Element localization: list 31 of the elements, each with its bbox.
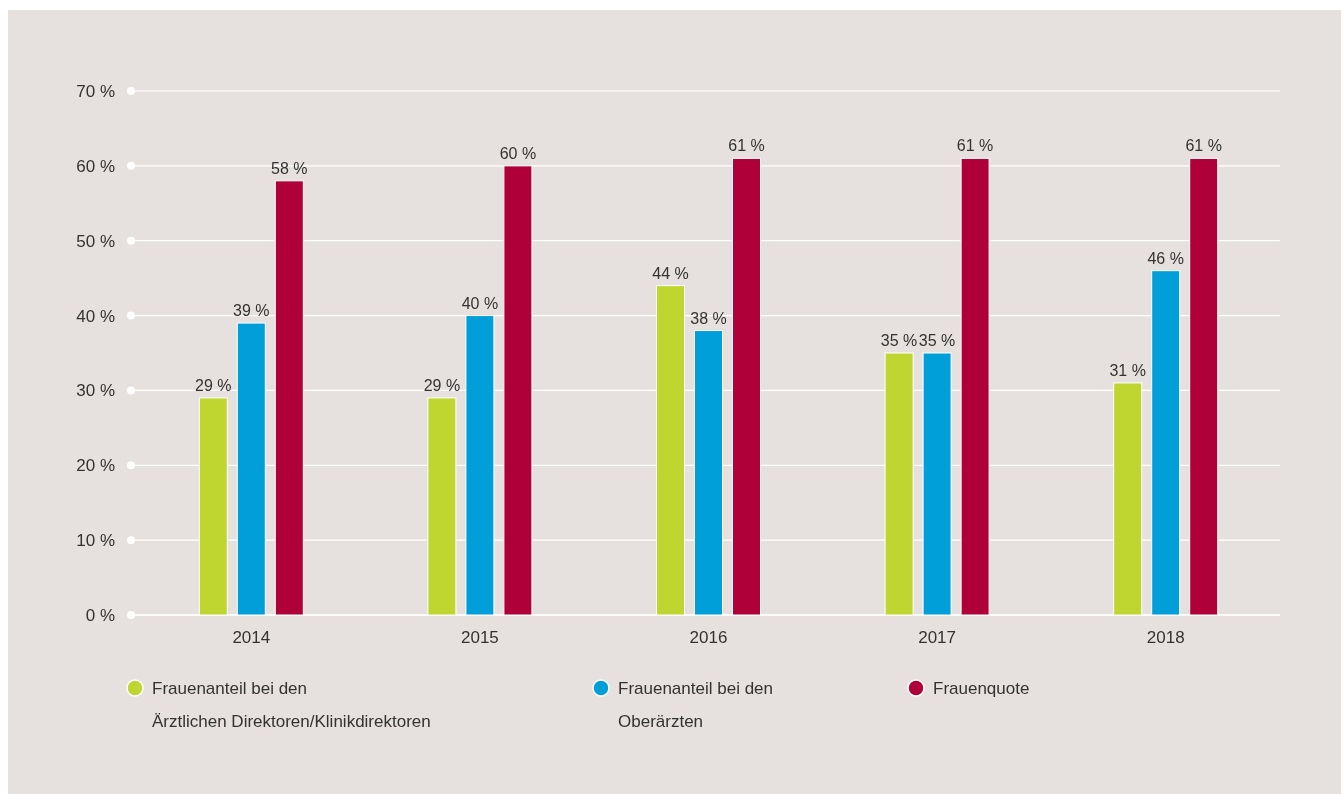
data-label: 46 % [1147, 249, 1184, 267]
x-tick-label: 2016 [689, 628, 728, 647]
data-label: 29 % [195, 376, 232, 394]
data-label: 39 % [233, 302, 270, 320]
legend-label: Frauenanteil bei den Ärztlichen Direktoren/Klinikdirektoren [152, 678, 431, 731]
data-label: 44 % [652, 264, 689, 282]
x-tick-label: 2015 [460, 628, 499, 647]
y-tick-label: 0 % [85, 605, 115, 625]
y-tick-label: 40 % [76, 306, 115, 326]
data-label: 29 % [423, 376, 461, 394]
data-label: 60 % [499, 144, 537, 162]
legend-label: Frauenanteil bei den Oberärzten [618, 678, 774, 731]
data-label: 61 % [956, 137, 994, 155]
y-tick-label: 70 % [76, 81, 115, 101]
data-label: 61 % [1185, 137, 1222, 155]
data-label: 35 % [880, 332, 918, 349]
x-tick-label: 2018 [1146, 628, 1185, 647]
y-tick-label: 60 % [76, 156, 115, 176]
data-label: 40 % [461, 294, 499, 312]
y-tick-label: 10 % [76, 531, 115, 551]
data-label: 61 % [728, 137, 765, 155]
legend-label: Frauenquote [933, 678, 1030, 698]
x-tick-label: 2014 [232, 628, 271, 647]
y-tick-label: 20 % [76, 456, 115, 476]
data-label: 58 % [271, 159, 308, 177]
y-tick-label: 30 % [76, 381, 115, 401]
data-label: 38 % [690, 309, 727, 327]
y-tick-label: 50 % [76, 231, 115, 251]
x-tick-label: 2017 [918, 628, 957, 647]
data-label: 31 % [1109, 361, 1146, 379]
data-label: 35 % [918, 332, 956, 349]
